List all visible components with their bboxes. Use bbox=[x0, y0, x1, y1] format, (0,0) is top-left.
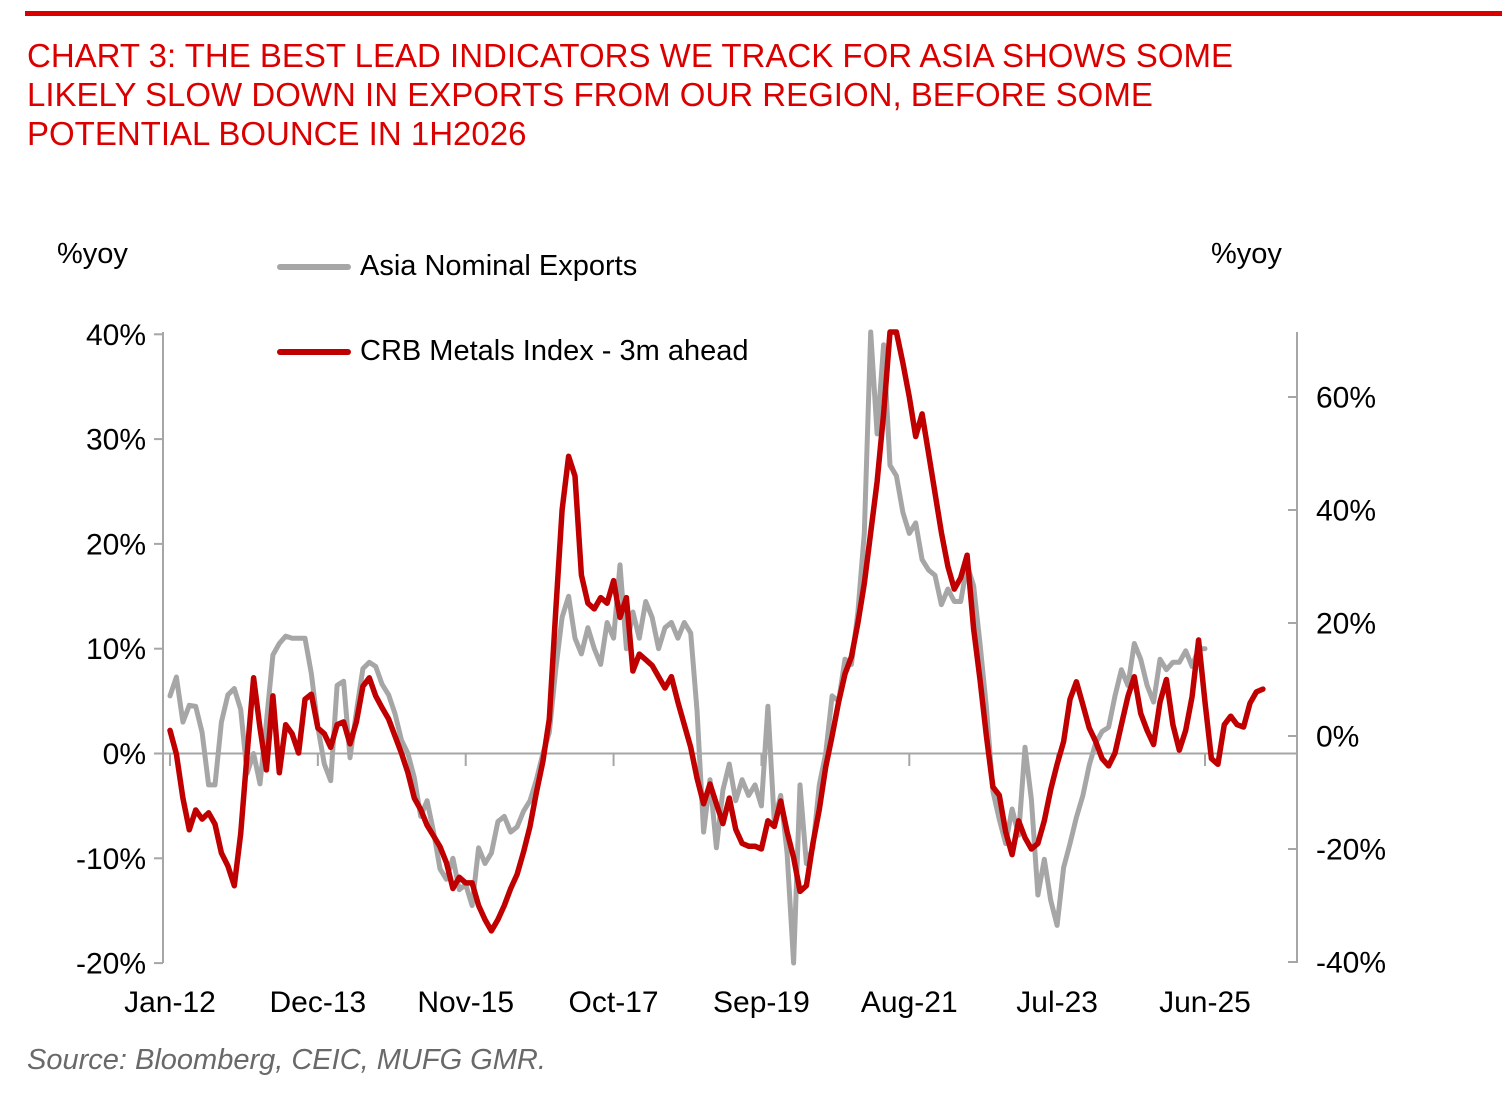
right-axis-tick-label: 40% bbox=[1316, 495, 1376, 528]
right-axis-tick-label: 0% bbox=[1316, 721, 1359, 754]
x-axis-tick-label: Sep-19 bbox=[713, 986, 810, 1019]
series-line-crb-metals-index-3m-ahead bbox=[167, 329, 1266, 934]
legend-label-crb-metals-index: CRB Metals Index - 3m ahead bbox=[360, 335, 749, 367]
source-note: Source: Bloomberg, CEIC, MUFG GMR. bbox=[27, 1044, 546, 1076]
left-axis-tick-label: -10% bbox=[76, 843, 146, 876]
chart-title-line-2: LIKELY SLOW DOWN IN EXPORTS FROM OUR REG… bbox=[27, 76, 1153, 113]
chart-title-line-3: POTENTIAL BOUNCE IN 1H2026 bbox=[27, 115, 527, 152]
x-axis-tick-label: Jun-25 bbox=[1159, 986, 1251, 1019]
legend-line-swatch-gray bbox=[277, 263, 351, 270]
top-rule bbox=[25, 11, 1502, 16]
x-axis-tick-label: Jan-12 bbox=[124, 986, 216, 1019]
left-axis-tick-label: -20% bbox=[76, 948, 146, 981]
right-axis-tick-label: -40% bbox=[1316, 947, 1386, 980]
right-axis-tick-label: -20% bbox=[1316, 834, 1386, 867]
left-axis-tick-label: 40% bbox=[86, 319, 146, 352]
chart-title-line-1: CHART 3: THE BEST LEAD INDICATORS WE TRA… bbox=[27, 37, 1233, 74]
left-axis-tick-label: 10% bbox=[86, 633, 146, 666]
right-axis-unit-label: %yoy bbox=[1211, 238, 1282, 270]
x-axis-tick-label: Dec-13 bbox=[269, 986, 366, 1019]
left-axis-tick-label: 20% bbox=[86, 528, 146, 561]
legend-item-asia-nominal-exports: Asia Nominal Exports bbox=[277, 250, 637, 283]
chart-title: CHART 3: THE BEST LEAD INDICATORS WE TRA… bbox=[27, 36, 1233, 153]
x-axis-tick-label: Aug-21 bbox=[861, 986, 958, 1019]
left-axis-tick-label: 0% bbox=[103, 738, 146, 771]
right-axis-tick-label: 60% bbox=[1316, 382, 1376, 415]
x-axis-tick-label: Jul-23 bbox=[1016, 986, 1098, 1019]
series-line-asia-nominal-exports bbox=[167, 329, 1208, 966]
left-axis-unit-label: %yoy bbox=[57, 238, 128, 270]
left-axis-tick-label: 30% bbox=[86, 424, 146, 457]
legend-item-crb-metals-index: CRB Metals Index - 3m ahead bbox=[277, 335, 748, 368]
x-axis-tick-label: Nov-15 bbox=[417, 986, 514, 1019]
legend-line-swatch-red bbox=[277, 348, 351, 355]
legend-label-asia-nominal-exports: Asia Nominal Exports bbox=[360, 250, 638, 282]
x-axis-tick-label: Oct-17 bbox=[569, 986, 659, 1019]
right-axis-tick-label: 20% bbox=[1316, 608, 1376, 641]
